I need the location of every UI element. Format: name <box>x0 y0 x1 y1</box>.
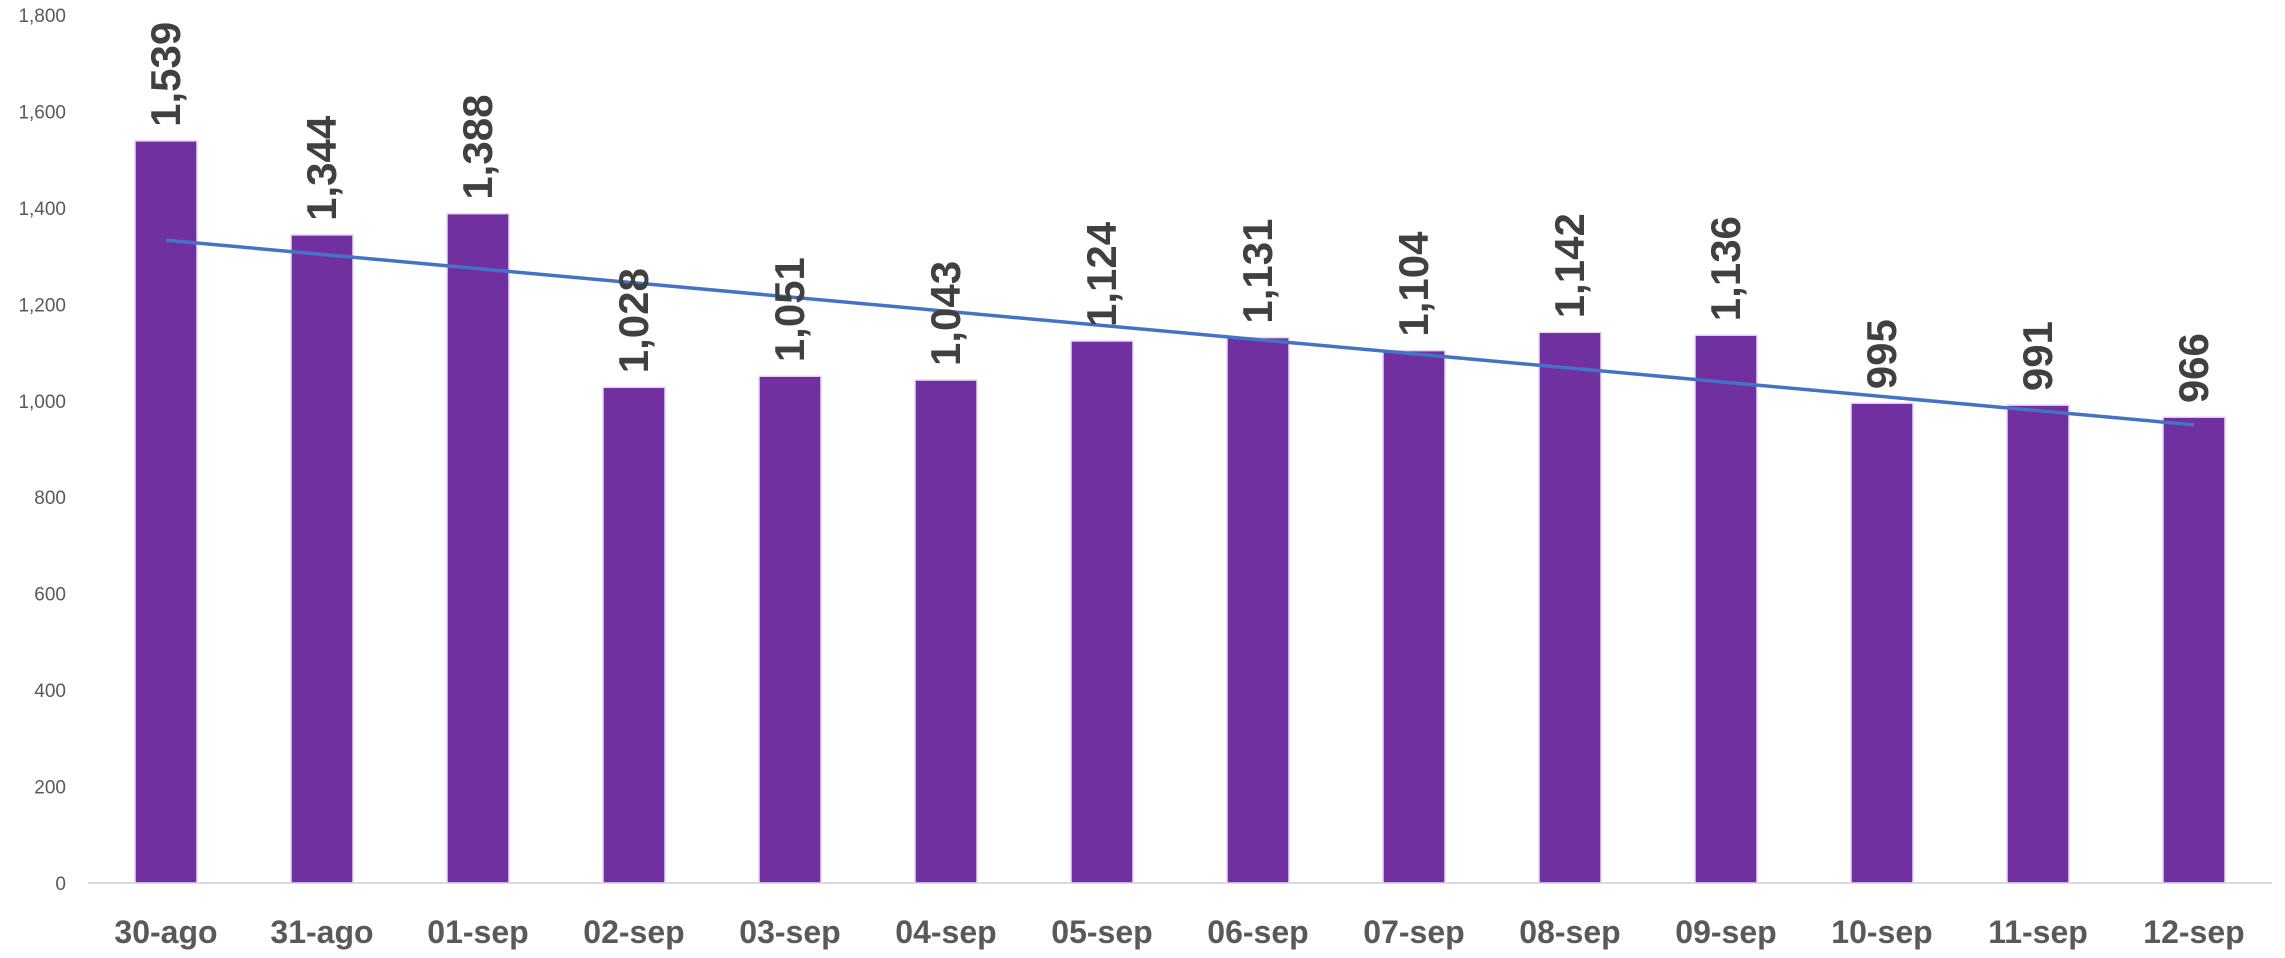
x-tick-label: 05-sep <box>1051 914 1152 950</box>
x-axis-tick-labels: 30-ago 31-ago 01-sep 02-sep 03-sep 04-sep 05-s… <box>114 914 2244 950</box>
bar <box>1382 349 1446 884</box>
x-tick-label: 31-ago <box>270 914 373 950</box>
bar <box>1226 336 1290 884</box>
x-tick-label: 03-sep <box>739 914 840 950</box>
bars-group <box>134 140 2226 884</box>
data-label: 1,388 <box>454 95 501 200</box>
data-label: 1,124 <box>1078 221 1125 327</box>
bar <box>602 386 666 884</box>
bar <box>1694 334 1758 884</box>
data-label: 1,136 <box>1702 216 1749 321</box>
bar <box>914 379 978 884</box>
y-axis-tick-labels: 0 200 400 600 800 1,000 1,200 1,400 1,600 1,800 <box>18 6 66 895</box>
data-label: 1,539 <box>142 22 189 127</box>
data-label: 1,028 <box>610 268 657 373</box>
x-tick-label: 04-sep <box>895 914 996 950</box>
x-tick-label: 02-sep <box>583 914 684 950</box>
x-tick-label: 07-sep <box>1363 914 1464 950</box>
bar <box>1070 340 1134 884</box>
x-tick-label: 06-sep <box>1207 914 1308 950</box>
data-label: 1,104 <box>1390 231 1437 337</box>
bar <box>2006 404 2070 884</box>
data-label: 1,043 <box>922 261 969 366</box>
x-tick-label: 09-sep <box>1675 914 1776 950</box>
bar <box>134 140 198 884</box>
x-tick-label: 12-sep <box>2143 914 2244 950</box>
x-tick-label: 01-sep <box>427 914 528 950</box>
trend-line <box>165 238 2195 427</box>
x-tick-label: 11-sep <box>1988 914 2088 950</box>
x-tick-label: 30-ago <box>114 914 217 950</box>
data-label: 995 <box>1858 319 1905 389</box>
y-tick-label: 0 <box>55 874 66 895</box>
data-label: 966 <box>2170 333 2217 403</box>
y-tick-label: 1,600 <box>18 102 66 123</box>
bar <box>1538 331 1602 884</box>
y-tick-label: 200 <box>34 778 66 799</box>
y-tick-label: 400 <box>34 681 66 702</box>
x-tick-label: 10-sep <box>1831 914 1932 950</box>
data-label: 1,131 <box>1234 218 1281 323</box>
y-tick-label: 1,400 <box>18 199 66 220</box>
y-tick-label: 1,200 <box>18 295 66 316</box>
bar <box>446 212 510 884</box>
bar <box>2162 416 2226 884</box>
x-tick-label: 08-sep <box>1519 914 1620 950</box>
data-label: 1,344 <box>298 115 345 221</box>
bar <box>290 234 354 884</box>
data-label: 1,142 <box>1546 213 1593 318</box>
y-tick-label: 600 <box>34 585 66 606</box>
bar <box>758 375 822 884</box>
data-labels-group: 1,539 1,344 1,388 1,028 1,051 1,043 1,124 1,131… <box>142 22 2217 403</box>
y-tick-label: 1,800 <box>18 6 66 27</box>
bar <box>1850 402 1914 884</box>
data-label: 1,051 <box>766 257 813 362</box>
y-tick-label: 800 <box>34 488 66 509</box>
data-label: 991 <box>2014 321 2061 391</box>
y-tick-label: 1,000 <box>18 392 66 413</box>
